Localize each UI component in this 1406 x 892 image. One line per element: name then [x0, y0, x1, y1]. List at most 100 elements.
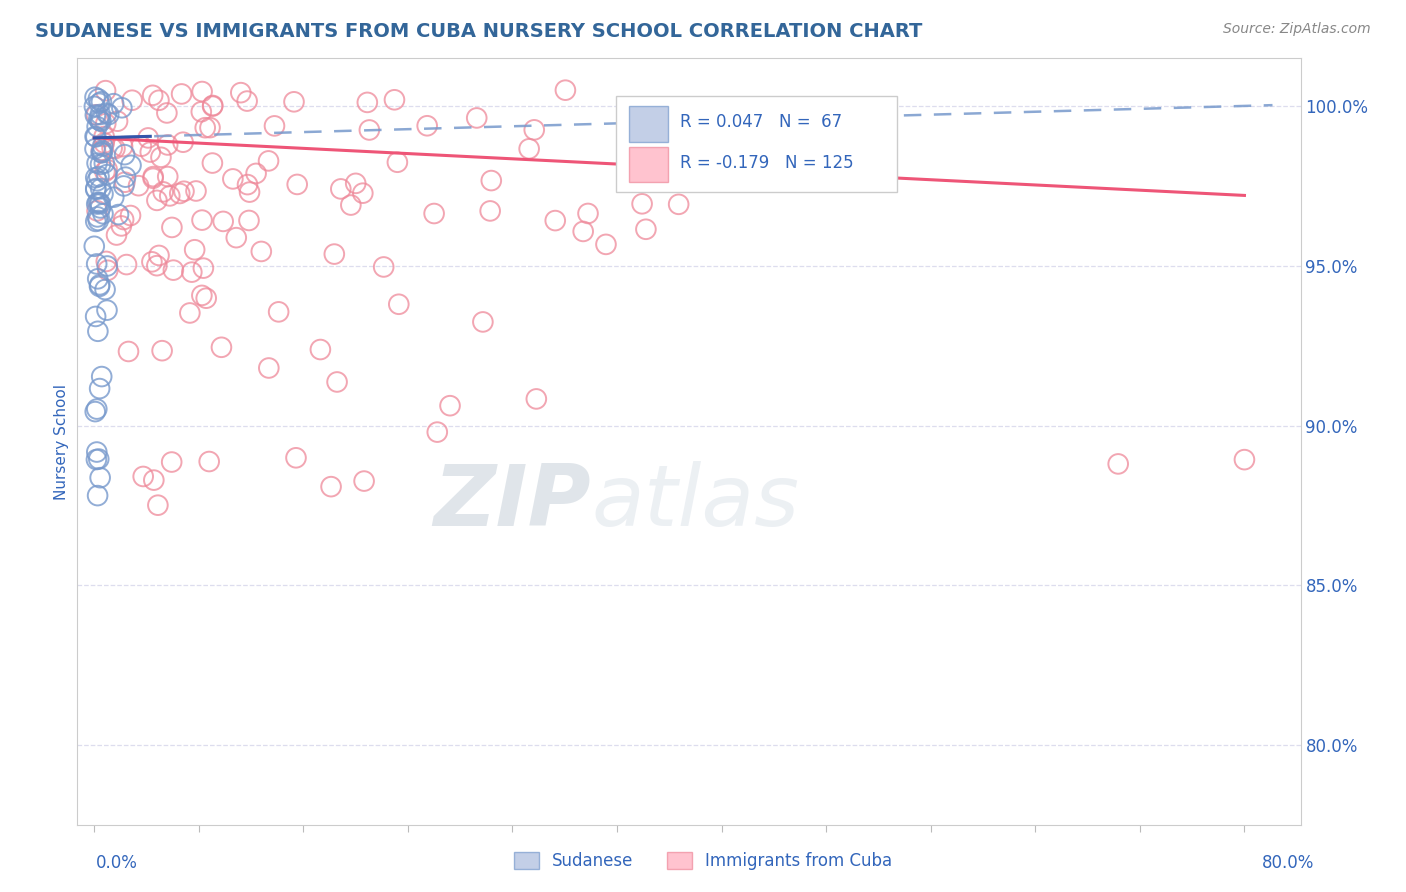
FancyBboxPatch shape: [628, 147, 668, 182]
Point: [180, 265, 202, 279]
Point: [87, 195, 110, 210]
Point: [162, 263, 184, 277]
Point: [84, 214, 107, 228]
Point: [267, 305, 290, 319]
Text: 80.0%: 80.0%: [1263, 855, 1315, 872]
Point: [222, 172, 245, 186]
Point: [471, 315, 494, 329]
Point: [103, 190, 125, 204]
Point: [160, 220, 183, 235]
Point: [148, 93, 170, 107]
Point: [373, 260, 395, 274]
Point: [114, 147, 136, 161]
Point: [201, 156, 224, 170]
Point: [97, 263, 120, 277]
Point: [90, 144, 112, 158]
Point: [141, 255, 163, 269]
Point: [96, 106, 118, 120]
Point: [323, 247, 346, 261]
Point: [263, 119, 285, 133]
Point: [326, 375, 349, 389]
Point: [86, 452, 108, 467]
Point: [112, 212, 135, 227]
Point: [96, 162, 118, 177]
Point: [634, 222, 657, 236]
Point: [90, 114, 112, 128]
Point: [554, 83, 576, 97]
Text: R = -0.179   N = 125: R = -0.179 N = 125: [681, 154, 853, 172]
Text: SUDANESE VS IMMIGRANTS FROM CUBA NURSERY SCHOOL CORRELATION CHART: SUDANESE VS IMMIGRANTS FROM CUBA NURSERY…: [35, 22, 922, 41]
Point: [309, 343, 332, 357]
Text: atlas: atlas: [591, 461, 799, 544]
Text: 0.0%: 0.0%: [96, 855, 138, 872]
Point: [285, 178, 308, 192]
Point: [114, 175, 136, 189]
Point: [87, 112, 110, 127]
Point: [139, 145, 162, 159]
Point: [229, 86, 252, 100]
Text: ZIP: ZIP: [433, 461, 591, 544]
Point: [283, 95, 305, 109]
Y-axis label: Nursery School: Nursery School: [53, 384, 69, 500]
Point: [173, 184, 195, 198]
Point: [112, 178, 135, 193]
Point: [257, 361, 280, 376]
Point: [91, 207, 114, 221]
Point: [105, 227, 128, 242]
Point: [91, 144, 114, 158]
Point: [572, 224, 595, 238]
Point: [107, 208, 129, 222]
Point: [225, 230, 247, 244]
Point: [146, 259, 169, 273]
Point: [89, 471, 111, 485]
Point: [91, 139, 114, 153]
Point: [91, 145, 114, 160]
Point: [89, 277, 111, 292]
Point: [152, 185, 174, 199]
Point: [661, 142, 683, 156]
Point: [87, 213, 110, 227]
Point: [236, 94, 259, 108]
Point: [84, 182, 107, 196]
Point: [329, 182, 352, 196]
Point: [236, 178, 259, 192]
Point: [193, 261, 215, 276]
Point: [115, 258, 138, 272]
Point: [148, 248, 170, 262]
Point: [128, 178, 150, 193]
Point: [87, 92, 110, 106]
Point: [90, 181, 112, 195]
Point: [212, 214, 235, 228]
Point: [517, 142, 540, 156]
Point: [146, 498, 169, 512]
Point: [86, 197, 108, 211]
Point: [84, 129, 107, 144]
Point: [131, 139, 153, 153]
Point: [146, 194, 169, 208]
Point: [198, 120, 221, 135]
Point: [479, 203, 502, 218]
Point: [170, 87, 193, 101]
Point: [142, 171, 165, 186]
Point: [160, 455, 183, 469]
Point: [184, 184, 207, 198]
Point: [87, 324, 110, 338]
Point: [250, 244, 273, 259]
Point: [353, 474, 375, 488]
Point: [90, 369, 112, 384]
Point: [107, 114, 129, 128]
Point: [1233, 452, 1256, 467]
Point: [84, 170, 107, 185]
Point: [191, 213, 214, 227]
Point: [149, 150, 172, 164]
Point: [84, 181, 107, 195]
Point: [344, 177, 367, 191]
Point: [142, 473, 165, 487]
Point: [86, 257, 108, 271]
Point: [142, 88, 165, 103]
Point: [285, 450, 308, 465]
Point: [142, 169, 165, 184]
Point: [416, 119, 439, 133]
Point: [87, 272, 110, 286]
Point: [190, 104, 212, 119]
